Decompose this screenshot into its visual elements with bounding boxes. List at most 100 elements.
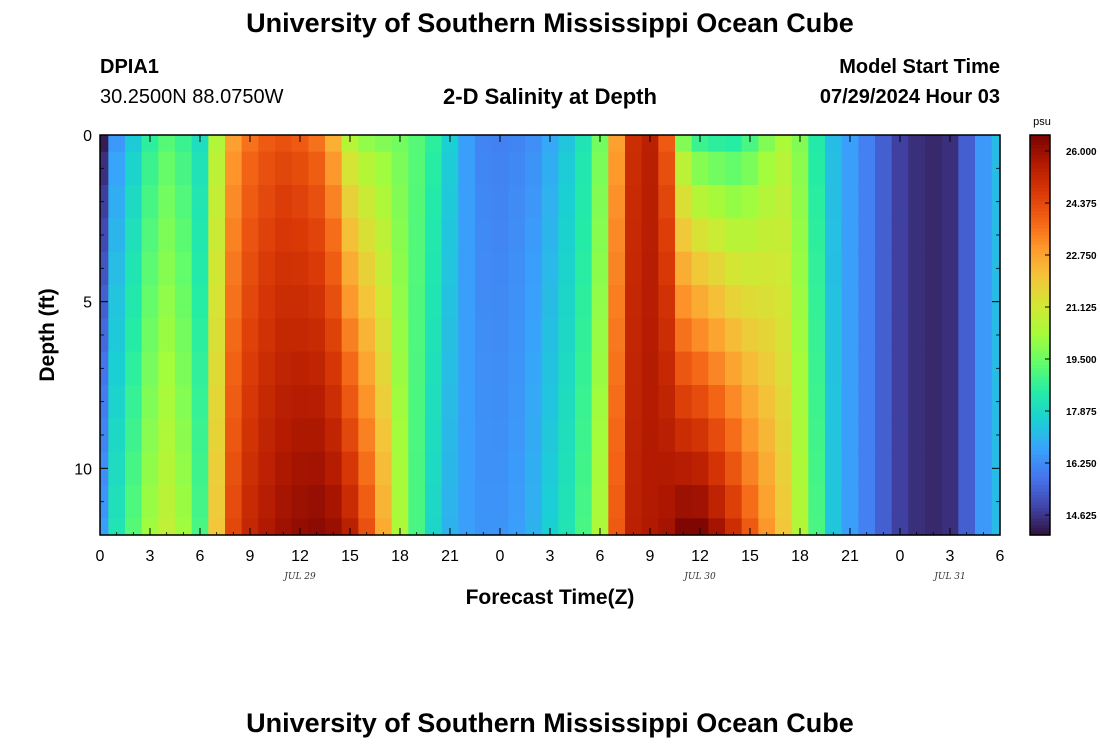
colorbar-segment [1030, 191, 1050, 196]
heatmap-cell [675, 485, 693, 519]
heatmap-cell [958, 518, 976, 536]
heatmap-cell [358, 251, 376, 286]
heatmap-cell [275, 135, 293, 153]
heatmap-cell [408, 251, 426, 286]
heatmap-cell [725, 485, 743, 519]
heatmap-cell [708, 135, 726, 153]
colorbar-segment [1030, 291, 1050, 296]
heatmap-cell [958, 485, 976, 519]
heatmap-cell [675, 185, 693, 219]
heatmap-cell [825, 251, 843, 286]
heatmap-cell [625, 151, 643, 186]
heatmap-cell [375, 351, 393, 386]
heatmap-cell [225, 518, 243, 536]
heatmap-cell [375, 451, 393, 486]
heatmap-cell [908, 351, 926, 386]
heatmap-cell [391, 418, 409, 453]
heatmap-cell [325, 451, 343, 486]
colorbar-segment [1030, 415, 1050, 419]
heatmap-cell [841, 218, 859, 253]
heatmap-cell [841, 285, 859, 319]
colorbar-segment [1030, 475, 1050, 479]
heatmap-cell [575, 451, 593, 486]
heatmap-cell [625, 135, 643, 153]
heatmap-cell [708, 451, 726, 486]
colorbar-segment [1030, 278, 1050, 283]
heatmap-cell [908, 451, 926, 486]
heatmap-cell [608, 218, 626, 253]
heatmap-cell [241, 385, 259, 419]
heatmap-cell [658, 418, 676, 453]
heatmap-cell [408, 151, 426, 186]
heatmap-cell [825, 135, 843, 153]
heatmap-cell [541, 485, 559, 519]
heatmap-cell [508, 451, 526, 486]
heatmap-cell [691, 518, 709, 536]
heatmap-cell [175, 318, 193, 353]
heatmap-cell [191, 351, 209, 386]
heatmap-cell [908, 251, 926, 286]
heatmap-cell [191, 451, 209, 486]
heatmap-cell [175, 518, 193, 536]
heatmap-cell [475, 251, 493, 286]
heatmap-cell [991, 135, 1001, 153]
heatmap-cell [458, 251, 476, 286]
heatmap-cell [491, 135, 509, 153]
heatmap-cell [575, 418, 593, 453]
heatmap-cell [241, 185, 259, 219]
heatmap-cell [975, 285, 993, 319]
heatmap-cell [675, 418, 693, 453]
colorbar-segment [1030, 188, 1050, 193]
heatmap-cell [925, 318, 943, 353]
heatmap-cell [825, 518, 843, 536]
heatmap-cell [408, 385, 426, 419]
heatmap-cell [891, 385, 909, 419]
x-tick-label: 0 [496, 548, 505, 565]
colorbar-segment [1030, 421, 1050, 426]
colorbar-segment [1030, 311, 1050, 316]
heatmap-cell [925, 485, 943, 519]
heatmap-cell [258, 351, 276, 386]
heatmap-cell [408, 418, 426, 453]
date-label: JUL 29 [282, 572, 316, 582]
heatmap-cell [608, 285, 626, 319]
heatmap-cell [875, 418, 893, 453]
heatmap-cell [108, 518, 126, 536]
station-id: DPIA1 [100, 56, 159, 78]
colorbar-segment [1030, 321, 1050, 326]
heatmap-cell [125, 285, 143, 319]
y-tick-label: 10 [74, 461, 92, 478]
heatmap-cell [441, 151, 459, 186]
colorbar-segment [1030, 358, 1050, 363]
heatmap-cell [808, 251, 826, 286]
heatmap-cell [141, 285, 159, 319]
colorbar-segment [1030, 441, 1050, 446]
heatmap-cell [591, 218, 609, 253]
heatmap-cell [925, 285, 943, 319]
heatmap-cell [108, 185, 126, 219]
heatmap-cell [291, 185, 309, 219]
heatmap-cell [258, 451, 276, 486]
heatmap-cell [375, 518, 393, 536]
heatmap-cell [458, 351, 476, 386]
heatmap-cell [725, 285, 743, 319]
heatmap-cell [841, 385, 859, 419]
colorbar-segment [1030, 308, 1050, 313]
heatmap-cell [525, 485, 543, 519]
heatmap-cell [475, 218, 493, 253]
heatmap-cell [658, 135, 676, 153]
colorbar-segment [1030, 281, 1050, 286]
heatmap-cell [325, 385, 343, 419]
heatmap-cell [108, 418, 126, 453]
heatmap-cell [141, 351, 159, 386]
heatmap-cell [225, 451, 243, 486]
heatmap-cell [641, 518, 659, 536]
heatmap-cell [125, 485, 143, 519]
heatmap-cell [341, 351, 359, 386]
heatmap-cell [425, 151, 443, 186]
heatmap-cell [325, 318, 343, 353]
heatmap-cell [225, 385, 243, 419]
heatmap-cell [891, 135, 909, 153]
heatmap-cell [691, 285, 709, 319]
heatmap-cell [258, 318, 276, 353]
